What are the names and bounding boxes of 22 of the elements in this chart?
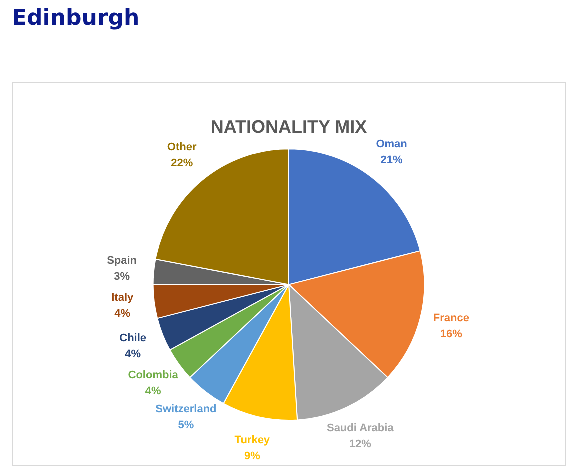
slice-label: Chile [120,332,147,345]
data-label: 3% [114,271,130,284]
data-label: 16% [440,328,463,341]
slice-label: Colombia [128,369,180,382]
data-label: 9% [244,450,261,462]
data-label: 21% [380,154,404,166]
data-label: 4% [145,385,162,398]
data-label: 5% [178,419,194,432]
data-label: 22% [171,158,194,170]
text: Edinburgh [12,6,140,31]
data-label: 4% [125,348,142,361]
slice-label: Spain [107,255,138,268]
slice-label: Other [167,142,198,154]
slice-label: France [433,312,470,325]
slice-label: Turkey [234,434,271,446]
data-label: 12% [349,438,372,451]
slice-label: Italy [112,292,135,304]
slice-label: Saudi Arabia [326,422,395,435]
chart-title: NATIONALITY MIX [210,116,368,137]
slice-label: Oman [376,138,408,150]
data-label: 4% [114,308,131,320]
slice-label: Switzerland [156,403,217,416]
